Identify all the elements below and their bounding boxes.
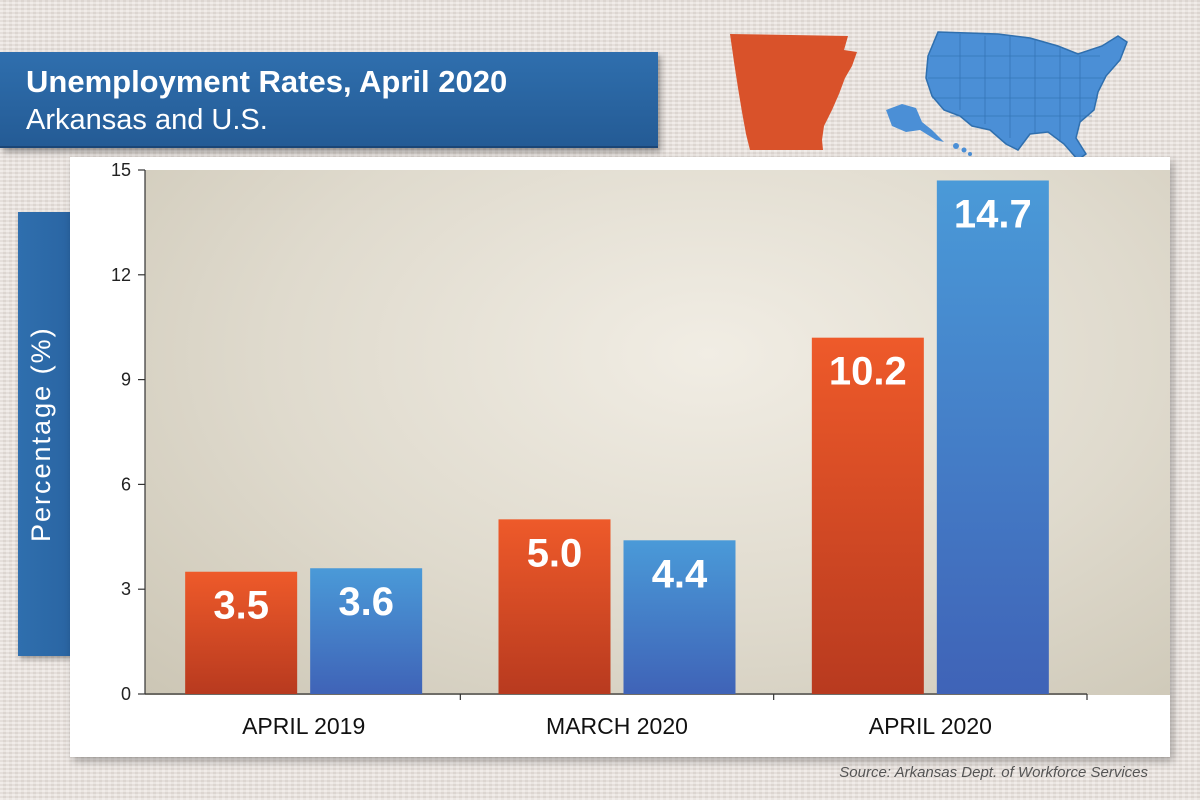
- title-banner: Unemployment Rates, April 2020 Arkansas …: [0, 52, 658, 148]
- x-category-label: APRIL 2019: [242, 713, 365, 739]
- bar-data-label: 4.4: [652, 552, 708, 596]
- y-axis-label-box: [18, 212, 70, 656]
- bar-data-label: 5.0: [527, 531, 583, 575]
- bar-arkansas-2: [498, 519, 611, 694]
- bar-us-3: [936, 180, 1049, 695]
- y-tick-label: 3: [121, 579, 131, 599]
- y-tick-label: 6: [121, 474, 131, 494]
- y-tick-label: 15: [111, 160, 131, 180]
- bar-data-label: 14.7: [954, 192, 1032, 236]
- bar-data-label: 3.6: [338, 580, 394, 624]
- bar-arkansas-1: [185, 571, 298, 694]
- y-tick-label: 0: [121, 684, 131, 704]
- y-tick-label: 9: [121, 370, 131, 390]
- us-map-icon: [886, 31, 1128, 162]
- x-category-label: APRIL 2020: [869, 713, 992, 739]
- bar-data-label: 10.2: [829, 350, 907, 394]
- source-note: Source: Arkansas Dept. of Workforce Serv…: [839, 764, 1148, 781]
- chart-title: Unemployment Rates, April 2020: [26, 64, 508, 99]
- y-tick-label: 12: [111, 265, 131, 285]
- bar-us-2: [623, 540, 736, 694]
- x-category-label: MARCH 2020: [546, 713, 688, 739]
- bar-us-1: [310, 568, 423, 694]
- bar-data-label: 3.5: [213, 584, 269, 628]
- bar-arkansas-3: [811, 337, 924, 694]
- chart-subtitle: Arkansas and U.S.: [26, 104, 268, 136]
- arkansas-map-icon: [730, 34, 857, 150]
